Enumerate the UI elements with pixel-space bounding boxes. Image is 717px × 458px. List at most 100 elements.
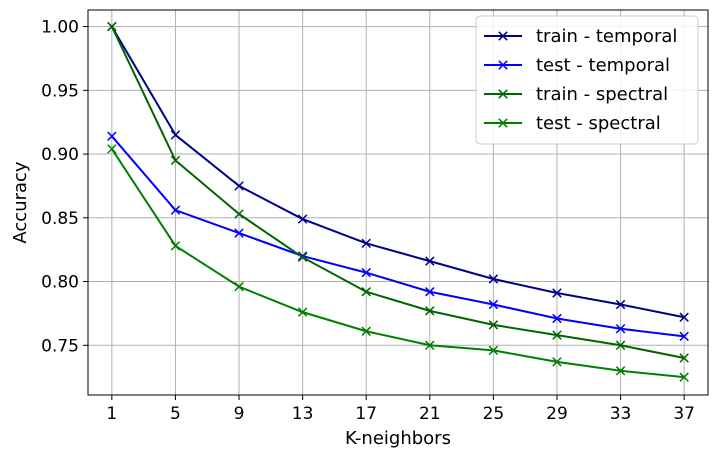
data-point bbox=[170, 155, 181, 166]
marker-stroke bbox=[615, 366, 626, 376]
data-point bbox=[234, 181, 244, 191]
data-point bbox=[107, 144, 117, 154]
y-tick-label: 0.80 bbox=[41, 273, 79, 293]
data-point bbox=[552, 357, 562, 367]
series-test-spectral bbox=[107, 144, 689, 382]
marker-stroke bbox=[679, 372, 689, 382]
y-tick-label: 0.75 bbox=[41, 336, 79, 356]
data-point bbox=[488, 274, 499, 284]
data-point bbox=[679, 331, 689, 342]
data-point bbox=[170, 130, 181, 140]
marker-stroke bbox=[425, 306, 435, 316]
marker-stroke bbox=[107, 21, 117, 32]
series-line bbox=[110, 26, 685, 360]
legend-entry: test - temporal bbox=[484, 55, 670, 76]
x-tick-label: 17 bbox=[355, 404, 377, 424]
marker-stroke bbox=[615, 323, 626, 334]
data-point bbox=[297, 307, 308, 317]
marker-stroke bbox=[615, 340, 626, 351]
data-point bbox=[234, 228, 244, 238]
data-point bbox=[552, 313, 562, 324]
marker-stroke bbox=[361, 326, 371, 336]
marker-stroke bbox=[361, 267, 371, 278]
legend-entry: train - temporal bbox=[484, 26, 677, 47]
plot-frame bbox=[87, 9, 709, 396]
x-axis-label: K-neighbors bbox=[345, 428, 451, 449]
y-tick-label: 0.90 bbox=[41, 145, 79, 165]
grid bbox=[88, 10, 708, 395]
marker-stroke bbox=[361, 287, 371, 297]
legend-marker bbox=[498, 89, 508, 99]
data-point bbox=[615, 340, 626, 351]
marker-stroke bbox=[679, 331, 689, 342]
x-tick-label: 21 bbox=[419, 404, 441, 424]
data-point bbox=[234, 209, 244, 219]
legend-box bbox=[475, 15, 699, 145]
data-point bbox=[425, 256, 435, 266]
data-point bbox=[425, 287, 435, 297]
marker-stroke bbox=[425, 287, 435, 297]
x-tick-label: 29 bbox=[546, 404, 568, 424]
series-train-temporal bbox=[107, 21, 689, 322]
y-tick-label: 1.00 bbox=[41, 18, 79, 38]
y-tick-label: 0.85 bbox=[41, 209, 79, 229]
data-point bbox=[107, 131, 117, 141]
marker-stroke bbox=[488, 274, 499, 284]
data-point bbox=[361, 326, 371, 336]
marker-stroke bbox=[498, 31, 508, 41]
marker-stroke bbox=[234, 281, 244, 292]
data-point bbox=[170, 205, 181, 215]
data-point bbox=[361, 267, 371, 278]
legend-marker bbox=[498, 118, 508, 128]
y-tick-label: 0.95 bbox=[41, 81, 79, 101]
marker-stroke bbox=[488, 299, 499, 310]
x-tick-label: 25 bbox=[483, 404, 505, 424]
x-tick-label: 13 bbox=[292, 404, 314, 424]
legend-label: train - temporal bbox=[536, 26, 677, 47]
data-point bbox=[297, 214, 308, 224]
data-point bbox=[361, 238, 371, 249]
legend-label: train - spectral bbox=[536, 84, 668, 105]
marker-stroke bbox=[234, 181, 244, 191]
marker-stroke bbox=[498, 89, 508, 99]
data-point bbox=[615, 366, 626, 376]
marker-stroke bbox=[498, 118, 508, 128]
x-tick-label: 1 bbox=[106, 404, 117, 424]
x-axis-ticks: 1 5 9 13 17 21 25 29 33 37 bbox=[106, 395, 695, 424]
series-train-spectral bbox=[107, 21, 689, 363]
marker-stroke bbox=[170, 241, 181, 251]
data-point bbox=[615, 323, 626, 334]
data-point bbox=[552, 288, 562, 298]
x-tick-label: 37 bbox=[673, 404, 695, 424]
marker-stroke bbox=[488, 320, 499, 330]
legend-marker bbox=[498, 31, 508, 41]
marker-stroke bbox=[425, 340, 435, 351]
marker-stroke bbox=[170, 155, 181, 166]
data-point bbox=[425, 340, 435, 351]
data-point bbox=[425, 306, 435, 316]
series-group bbox=[107, 21, 689, 382]
marker-stroke bbox=[552, 330, 562, 340]
marker-stroke bbox=[552, 288, 562, 298]
data-point bbox=[297, 252, 308, 263]
series-line bbox=[111, 135, 685, 338]
legend-marker bbox=[498, 60, 508, 70]
y-axis-ticks: 0.75 0.80 0.85 0.90 0.95 1.00 bbox=[41, 18, 88, 356]
marker-stroke bbox=[234, 209, 244, 219]
marker-stroke bbox=[297, 214, 308, 224]
legend-entry: test - spectral bbox=[484, 113, 661, 134]
data-point bbox=[234, 281, 244, 292]
marker-stroke bbox=[170, 130, 181, 140]
data-point bbox=[679, 353, 689, 363]
legend: train - temporal test - temporal train - s… bbox=[475, 15, 699, 145]
marker-stroke bbox=[425, 256, 435, 266]
marker-stroke bbox=[552, 313, 562, 324]
series-line bbox=[110, 26, 685, 319]
data-point bbox=[488, 320, 499, 330]
x-tick-label: 9 bbox=[234, 404, 245, 424]
data-point bbox=[488, 299, 499, 310]
marker-stroke bbox=[170, 205, 181, 215]
marker-stroke bbox=[488, 345, 499, 356]
y-axis-label: Accuracy bbox=[10, 161, 31, 244]
